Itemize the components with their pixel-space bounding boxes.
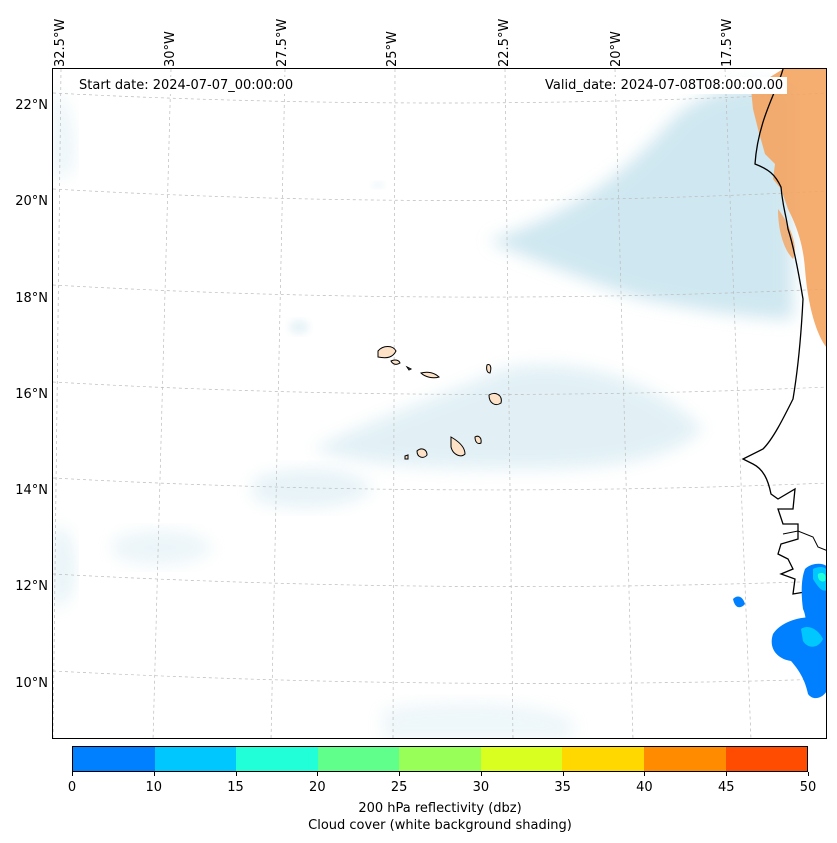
colorbar-tick (399, 772, 401, 776)
land-dust-detail (778, 209, 795, 259)
colorbar-segment-3 (317, 747, 400, 771)
island-brava (404, 454, 409, 460)
valid-date-label: Valid_date: 2024-07-08T08:00:00.00 (541, 77, 788, 94)
colorbar-segment-4 (399, 747, 481, 771)
colorbar-segment-6 (562, 747, 644, 771)
lon-label-17-5w: 17.5°W (720, 18, 735, 67)
cloud-patch-southwest (113, 530, 213, 565)
island-boa-vista (488, 392, 502, 406)
colorbar-segment-2 (236, 747, 318, 771)
colorbar-segment-8 (725, 747, 808, 771)
lon-label-27-5w: 27.5°W (275, 18, 290, 67)
island-sao-vicente (390, 359, 401, 365)
island-santa-luzia (405, 365, 413, 371)
colorbar-tick-label: 35 (554, 780, 571, 795)
lon-label-25w: 25°W (385, 31, 400, 67)
colorbar-label: 200 hPa reflectivity (dbz) (358, 801, 522, 816)
lon-label-22-5w: 22.5°W (497, 18, 512, 67)
reflectivity-fills (733, 563, 826, 699)
colorbar-tick (317, 772, 319, 776)
colorbar-tick (726, 772, 728, 776)
colorbar-tick-label: 0 (67, 780, 77, 795)
colorbar-tick (644, 772, 646, 776)
reflectivity-core-3 (801, 627, 823, 647)
lon-label-30w: 30°W (163, 31, 178, 67)
cloud-blob-1 (289, 320, 309, 334)
land-dust-region (751, 69, 826, 347)
colorbar-tick-label: 10 (145, 780, 163, 795)
island-sal (486, 364, 492, 374)
reflectivity-cell-2 (771, 617, 826, 699)
colorbar-tick (235, 772, 237, 776)
reflectivity-cell-3 (733, 596, 745, 608)
colorbar-tick (480, 772, 482, 776)
colorbar-tick (153, 772, 155, 776)
colorbar-segment-7 (643, 747, 726, 771)
coastline-africa (741, 69, 826, 600)
lat-label-10n: 10°N (15, 676, 48, 691)
lat-label-22n: 22°N (15, 98, 48, 113)
colorbar-tick (72, 772, 73, 776)
colorbar-tick-label: 25 (390, 780, 408, 795)
cloud-patch-left-top (53, 89, 75, 179)
map-panel (52, 68, 827, 739)
colorbar-tick-label: 15 (227, 780, 244, 795)
cape-verde-islands (377, 346, 502, 460)
colorbar-segment-0 (73, 747, 155, 771)
colorbar-tick-label: 40 (636, 780, 653, 795)
colorbar-segment-1 (154, 747, 237, 771)
colorbar-sublabel: Cloud cover (white background shading) (308, 818, 572, 833)
cloud-blob-2 (372, 182, 384, 188)
island-maio (474, 435, 482, 444)
lat-label-12n: 12°N (15, 579, 48, 594)
colorbar-segment-5 (480, 747, 563, 771)
lat-label-14n: 14°N (15, 483, 48, 498)
island-sao-nicolau (420, 371, 440, 379)
colorbar-tick-label: 50 (799, 780, 817, 795)
colorbar-tick-label: 30 (472, 780, 490, 795)
island-santo-antao (377, 346, 397, 359)
reflectivity-colorbar (72, 746, 808, 772)
colorbar-tick (562, 772, 564, 776)
island-fogo (416, 448, 428, 458)
cloud-band-bottom (383, 702, 573, 738)
map-gridlines (53, 69, 826, 738)
colorbar-tick (808, 772, 809, 776)
colorbar-tick-label: 20 (309, 780, 326, 795)
coastline-bijagos (782, 530, 826, 551)
cloud-cover-shading (53, 85, 793, 738)
lon-label-20w: 20°W (609, 31, 624, 67)
lon-label-32-5w: 32.5°W (53, 18, 68, 67)
lat-label-20n: 20°N (15, 194, 48, 209)
cloud-plume-main (488, 85, 793, 319)
start-date-label: Start date: 2024-07-07_00:00:00 (75, 77, 298, 94)
lat-label-18n: 18°N (15, 291, 48, 306)
island-santiago (450, 436, 466, 457)
lat-label-16n: 16°N (15, 387, 48, 402)
cloud-patch-left-edge (53, 527, 75, 609)
colorbar-tick-label: 45 (717, 780, 735, 795)
map-canvas (53, 69, 826, 738)
reflectivity-core-2 (817, 572, 826, 582)
cloud-band-mid (313, 364, 703, 469)
